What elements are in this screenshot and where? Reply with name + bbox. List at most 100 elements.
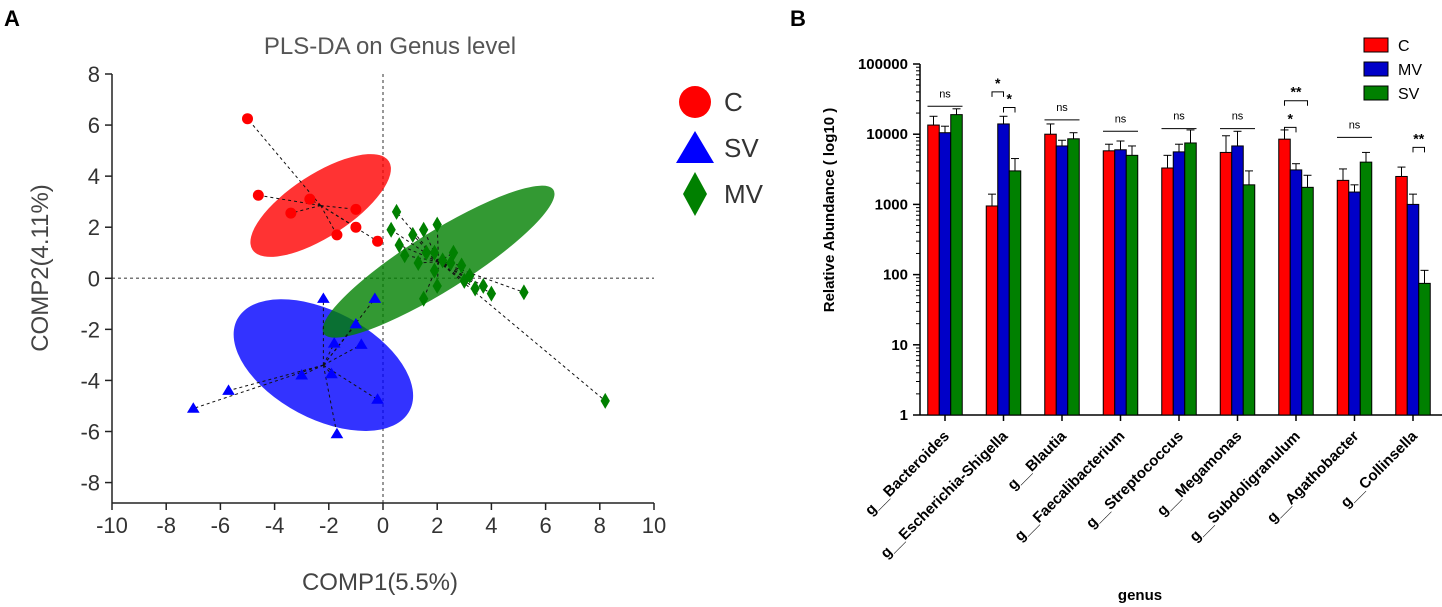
y-tick-label: 100 [883,267,908,284]
x-tick-label: g__Subdoligranulum [1186,428,1304,546]
bar-sv [1067,138,1080,416]
data-point-mv [448,244,459,261]
bar-c [1044,133,1057,416]
legend-label-mv: MV [1398,62,1422,79]
x-tick-label: 4 [485,513,497,538]
centroid-connector [399,244,439,263]
centroid-connector [323,364,378,401]
bar-sv [1359,161,1373,416]
bar-sv [1125,154,1139,416]
centroid-connector [228,364,324,392]
y-tick-label: 10 [891,337,908,354]
centroid-connector [247,118,322,206]
data-point-mv [465,267,475,284]
centroid-connector [323,364,332,375]
panel-b-bar-chart: B 100000100001000100101g__Bacteroidesg__… [790,6,1442,604]
x-tick-label: -6 [211,513,231,538]
data-point-mv [413,254,423,271]
legend-swatch-mv [1363,61,1389,77]
data-point-mv [421,244,432,261]
significance-bracket [1284,100,1308,106]
data-point-mv [600,392,610,409]
y-tick-label: 8 [88,62,100,87]
bar-c [927,124,940,416]
bar-c [1278,138,1291,416]
panel-a-x-axis-label: COMP1(5.5%) [302,569,458,596]
panel-b-label: B [790,6,806,31]
legend-swatch-sv [1363,85,1389,101]
significance-bracket [1003,107,1016,113]
data-point-mv [519,284,529,301]
data-point-sv [330,427,344,439]
panel-b-y-axis-label: Relative Abundance ( log10 ) [821,108,838,313]
bar-c [1102,150,1116,416]
x-tick-label: 0 [377,513,389,538]
data-point-mv [437,252,448,269]
data-point-sv [354,338,368,349]
data-point-mv [459,272,469,289]
centroid-connector [323,344,362,366]
data-point-c [285,207,297,219]
bar-sv [1242,184,1256,416]
significance-label: ** [1291,84,1302,100]
bar-c [1219,151,1233,416]
data-point-mv [478,277,488,294]
y-tick-label: 10000 [866,126,908,143]
data-point-sv [317,292,330,303]
bar-mv [1055,145,1069,416]
data-point-mv [432,216,442,233]
data-point-sv [222,384,235,395]
legend-marker-sv [676,131,714,163]
legend-label-c: C [1398,38,1410,55]
significance-label: ns [1349,119,1361,131]
legend-swatch-c [1363,37,1389,53]
significance-label: ns [939,88,951,100]
bar-sv [1184,142,1197,416]
data-point-mv [418,290,429,307]
legend-marker-mv [683,172,707,216]
data-point-mv [486,285,497,302]
bar-sv [1301,186,1314,416]
centroid-connector [258,194,321,207]
significance-label: ns [1232,111,1244,123]
data-point-mv [386,221,396,238]
panel-a-label: A [4,6,20,31]
bar-mv [1289,169,1303,416]
centroid-connector [396,211,439,263]
data-point-mv [456,257,467,274]
bar-mv [1172,151,1186,416]
data-point-sv [186,402,200,413]
bar-mv [1231,145,1244,416]
significance-label: * [995,75,1001,91]
panel-a-title: PLS-DA on Genus level [264,33,516,60]
centroid-connector [309,198,321,206]
x-tick-label: g__Streptococcus [1083,428,1187,532]
bar-sv [950,114,963,416]
y-tick-label: -4 [80,368,100,393]
data-point-c [350,203,362,215]
x-tick-label: -8 [156,513,176,538]
x-tick-label: 2 [431,513,443,538]
data-point-c [372,235,384,247]
y-tick-label: 100000 [858,56,908,73]
y-tick-label: -2 [80,317,100,342]
centroid-connector [320,205,378,242]
data-point-c [252,189,264,201]
y-tick-label: 2 [88,215,100,240]
data-point-mv [470,280,480,297]
bar-mv [938,132,952,416]
data-point-mv [418,221,429,238]
y-tick-label: 4 [88,164,100,189]
data-point-c [304,193,316,205]
data-point-c [242,113,253,125]
data-point-sv [371,393,384,404]
data-point-mv [394,237,404,254]
data-point-sv [327,337,341,348]
centroid-connector [301,364,324,376]
significance-bracket [1284,126,1297,133]
x-tick-label: -2 [319,513,339,538]
legend-label-sv: SV [1398,86,1420,103]
data-point-mv [429,244,440,261]
bar-mv [1348,191,1361,416]
y-tick-label: -8 [80,471,100,496]
